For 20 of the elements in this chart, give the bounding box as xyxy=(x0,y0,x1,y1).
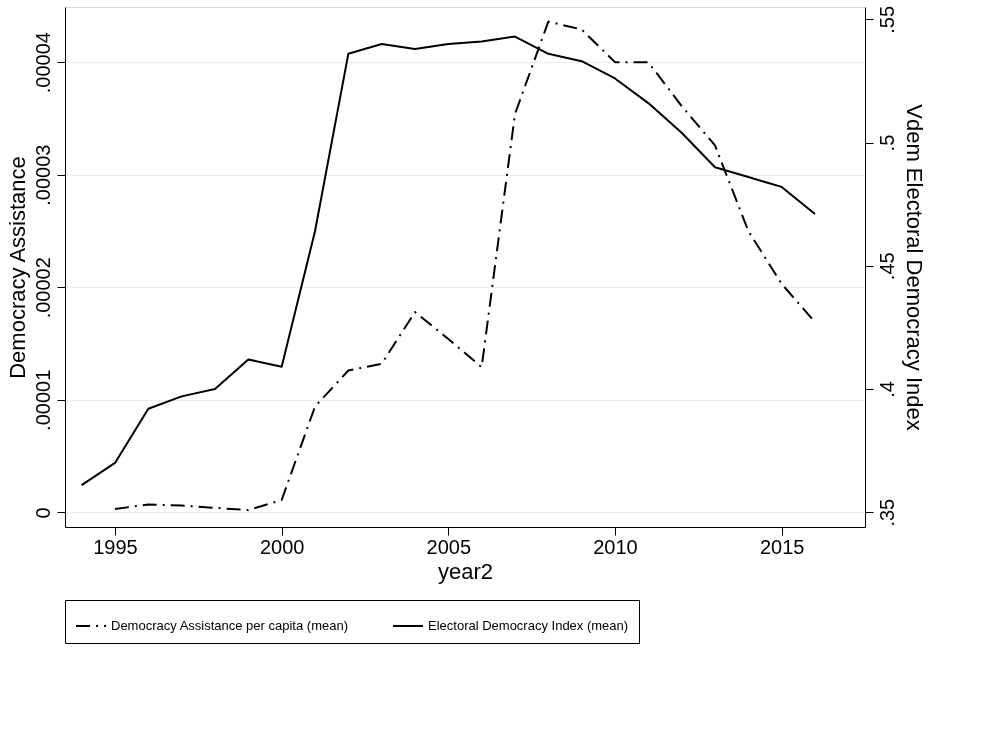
y2-axis-title: Vdem Electoral Democracy Index xyxy=(901,104,927,431)
x-tick-label: 2010 xyxy=(593,535,638,558)
x-tick-label: 2005 xyxy=(426,535,472,558)
y2-tick-label: .5 xyxy=(875,134,898,152)
y2-tick-label: .4 xyxy=(875,381,898,398)
y2-tick-label: .35 xyxy=(875,498,898,527)
y2-tick-label: .45 xyxy=(875,252,898,281)
y2-tick-label: .55 xyxy=(875,5,898,34)
x-axis-title: year2 xyxy=(437,558,494,584)
x-tick-label: 2015 xyxy=(759,535,805,558)
y-tick-label: .00002 xyxy=(31,257,54,319)
y-tick-label: .00001 xyxy=(31,369,54,431)
legend-label: Electoral Democracy Index (mean) xyxy=(428,618,629,633)
y-tick-label: .00004 xyxy=(31,32,54,94)
x-tick-label: 2000 xyxy=(259,535,305,558)
y-tick-label: 0 xyxy=(31,507,54,519)
y-axis-title: Democracy Assistance xyxy=(4,156,30,379)
y-tick-label: .00003 xyxy=(31,144,54,206)
legend-label: Democracy Assistance per capita (mean) xyxy=(111,618,348,633)
x-tick-label: 1995 xyxy=(93,535,138,558)
